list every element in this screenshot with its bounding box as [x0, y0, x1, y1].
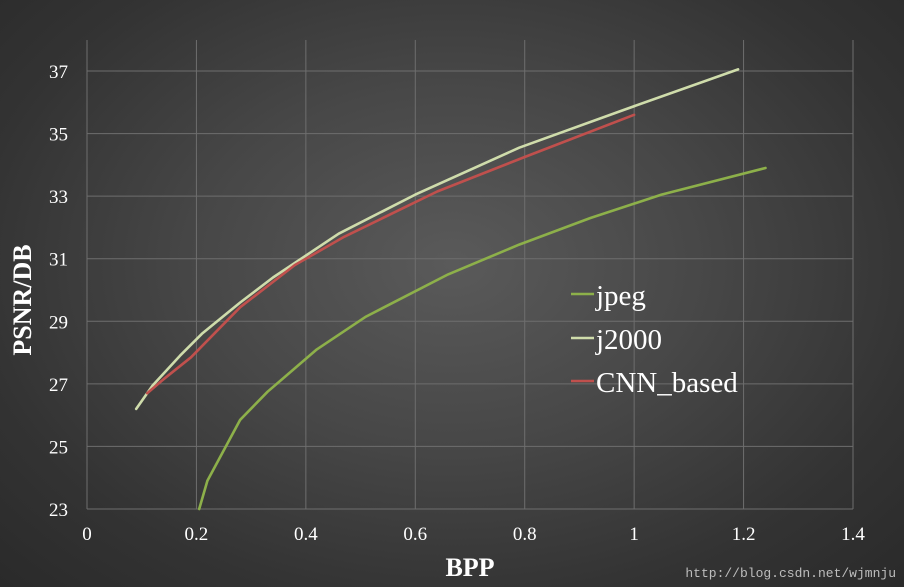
- watermark-text: http://blog.csdn.net/wjmnju: [685, 566, 896, 581]
- y-tick-label: 29: [49, 312, 68, 333]
- legend-label: j2000: [595, 324, 662, 356]
- y-axis-title: PSNR/DB: [8, 244, 37, 355]
- x-axis-title: BPP: [445, 553, 494, 582]
- legend-label: jpeg: [595, 280, 646, 312]
- y-tick-labels: 23 25 27 29 31 33 35 37: [49, 62, 68, 521]
- y-tick-label: 25: [49, 437, 68, 458]
- x-tick-label: 1.2: [732, 524, 756, 545]
- x-tick-labels: 0 0.2 0.4 0.6 0.8 1 1.2 1.4: [82, 524, 865, 545]
- series-line-j2000: [134, 68, 740, 411]
- series-lines: [134, 68, 767, 511]
- x-tick-label: 1: [629, 524, 639, 545]
- y-tick-label: 23: [49, 500, 68, 521]
- series-line-cnn-based: [145, 113, 636, 395]
- y-tick-label: 35: [49, 125, 68, 146]
- y-tick-label: 31: [49, 250, 68, 271]
- gridlines: [86, 40, 854, 510]
- x-tick-label: 0.4: [294, 524, 318, 545]
- x-tick-label: 0: [82, 524, 92, 545]
- y-tick-label: 37: [49, 62, 68, 83]
- x-tick-label: 0.2: [185, 524, 209, 545]
- x-tick-label: 0.6: [403, 524, 427, 545]
- y-tick-label: 33: [49, 187, 68, 208]
- x-tick-label: 0.8: [513, 524, 537, 545]
- legend-label: CNN_based: [596, 367, 738, 399]
- series-line-jpeg: [197, 166, 767, 511]
- x-tick-label: 1.4: [841, 524, 865, 545]
- legend: jpeg j2000 CNN_based: [571, 280, 738, 399]
- y-tick-label: 27: [49, 375, 68, 396]
